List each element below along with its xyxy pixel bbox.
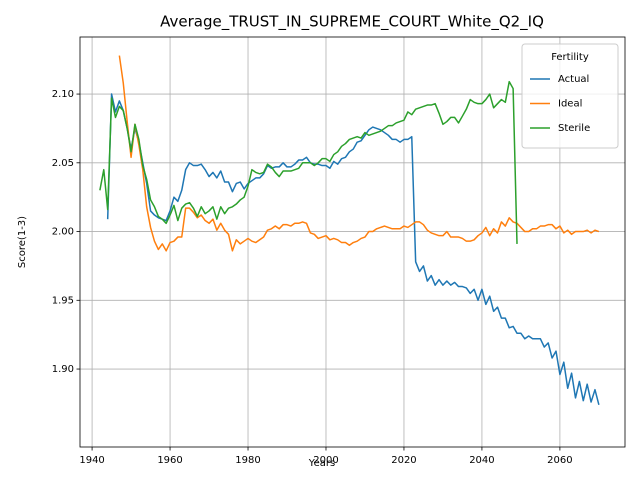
y-tick-label: 1.90 [52,364,74,375]
legend-label: Actual [558,74,589,85]
series-line [99,80,518,244]
x-tick-label: 1960 [157,455,182,466]
y-tick-label: 2.00 [52,227,74,238]
x-axis-label: Years [308,458,335,469]
x-tick-label: 2040 [469,455,494,466]
x-tick-label: 1940 [79,455,104,466]
x-tick-label: 1980 [235,455,260,466]
y-tick-label: 2.05 [52,158,74,169]
x-tick-label: 2020 [391,455,416,466]
y-tick-label: 1.95 [52,295,74,306]
legend-title: Fertility [551,52,589,63]
legend: Fertility Actual Ideal Sterile [521,43,619,149]
series-line [106,93,600,405]
legend-label: Ideal [558,99,582,110]
series-line [118,55,600,252]
legend-label: Sterile [558,123,590,134]
x-tick-label: 2000 [313,455,338,466]
x-tick-label: 2060 [547,455,572,466]
plot-frame [79,36,626,448]
chart-title: Average_TRUST_IN_SUPREME_COURT_White_Q2_… [160,13,544,32]
y-axis-label: Score(1-3) [17,216,28,268]
legend-box [521,43,619,149]
y-tick-label: 2.10 [52,89,74,100]
